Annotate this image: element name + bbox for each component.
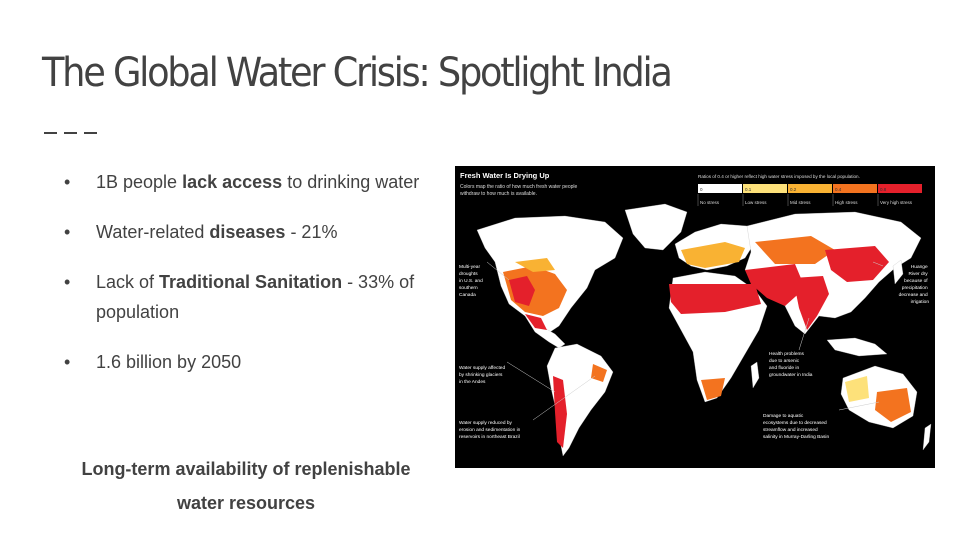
middle-east-stress-region bbox=[745, 264, 805, 306]
bullet-bold: Traditional Sanitation bbox=[159, 272, 343, 292]
bullet-glyph: • bbox=[64, 222, 71, 242]
bullet-text: - 21% bbox=[285, 222, 338, 242]
canada-stress-region bbox=[515, 258, 555, 272]
annotation-leaders bbox=[486, 261, 884, 421]
bullet-text: Lack of bbox=[96, 272, 160, 292]
legend-label: High stress bbox=[835, 200, 858, 205]
bullet-item: • Water-related diseases - 21% bbox=[64, 217, 454, 247]
legend-label: Mid stress bbox=[790, 200, 811, 205]
legend-value: 0.1 bbox=[745, 187, 752, 192]
japan-shape bbox=[892, 259, 904, 285]
bullet-text: - 33% of population bbox=[96, 272, 415, 322]
annotation-huang-river: Huange River dry because of precipitatio… bbox=[899, 264, 930, 305]
annotation-australia: Damage to aquatic ecosystems due to decr… bbox=[763, 413, 829, 440]
greenland-shape bbox=[624, 203, 688, 251]
map-legend: 0 0.1 0.2 0.4 0.8 No stress Low stress M… bbox=[697, 184, 922, 206]
sahara-stress-region bbox=[669, 284, 761, 314]
us-west-stress-region bbox=[509, 276, 535, 306]
china-stress-region bbox=[825, 246, 889, 282]
bullet-glyph: • bbox=[64, 172, 71, 192]
legend-note: Ratios of 0.4 or higher reflect high wat… bbox=[698, 174, 860, 179]
central-asia-stress-region bbox=[755, 236, 835, 264]
bullet-text: to drinking water bbox=[282, 172, 420, 192]
bullet-item: • Lack of Traditional Sanitation - 33% of… bbox=[64, 267, 454, 327]
map-title: Fresh Water Is Drying Up bbox=[460, 171, 550, 180]
bullet-glyph: • bbox=[64, 352, 71, 372]
madagascar-shape bbox=[750, 361, 760, 389]
brazil-stress-region bbox=[591, 364, 607, 382]
stress-overlays bbox=[503, 236, 911, 448]
bullet-item: • 1.6 billion by 2050 bbox=[64, 347, 454, 377]
map-annotations: Multi-year droughts in U.S. and southern… bbox=[459, 264, 929, 440]
world-map-graphic: Fresh Water Is Drying Up Colors map the … bbox=[455, 166, 935, 468]
legend-label: Very high stress bbox=[880, 200, 913, 205]
annotation-india: Health problems due to arsenic and fluor… bbox=[769, 351, 813, 378]
indonesia-shape bbox=[826, 337, 888, 357]
bullet-bold: diseases bbox=[209, 222, 286, 242]
legend-swatch-2 bbox=[788, 184, 832, 193]
bullet-text: 1.6 billion by 2050 bbox=[96, 352, 242, 372]
bullet-item: • 1B people lack access to drinking water bbox=[64, 167, 454, 197]
legend-swatch-3 bbox=[833, 184, 877, 193]
andes-stress-region bbox=[553, 376, 567, 448]
bullet-glyph: • bbox=[64, 272, 71, 292]
legend-value: 0.2 bbox=[790, 187, 797, 192]
map-subtitle-line: withdraw to how much is available. bbox=[460, 191, 537, 197]
bullet-list: • 1B people lack access to drinking water… bbox=[64, 167, 454, 397]
slide-title: The Global Water Crisis: Spotlight India bbox=[42, 50, 673, 96]
map-subtitle-line: Colors map the ratio of how much fresh w… bbox=[460, 184, 577, 190]
annotation-us: Multi-year droughts in U.S. and southern… bbox=[459, 264, 484, 298]
annotation-andes: Water supply affected by shrinking glaci… bbox=[459, 365, 506, 385]
conclusion-text: Long-term availability of replenishable … bbox=[81, 459, 411, 513]
annotation-brazil: Water supply reduced by erosion and sedi… bbox=[459, 420, 522, 440]
legend-swatch-1 bbox=[743, 184, 787, 193]
legend-swatch-4 bbox=[878, 184, 922, 193]
legend-value: 0.8 bbox=[880, 187, 887, 192]
bullet-bold: lack access bbox=[182, 172, 283, 192]
new-zealand-shape bbox=[922, 423, 932, 451]
australia-west-stress-region bbox=[845, 376, 869, 402]
title-underline bbox=[44, 132, 97, 134]
legend-label: No stress bbox=[700, 200, 720, 205]
legend-value: 0.4 bbox=[835, 187, 842, 192]
water-stress-map: Fresh Water Is Drying Up Colors map the … bbox=[455, 166, 935, 468]
australia-stress-region bbox=[875, 388, 911, 422]
mexico-stress-region bbox=[525, 314, 547, 330]
bullet-text: 1B people bbox=[96, 172, 183, 192]
india-stress-region bbox=[793, 276, 829, 330]
legend-label: Low stress bbox=[745, 200, 767, 205]
south-africa-stress-region bbox=[701, 378, 725, 400]
legend-swatch-0 bbox=[698, 184, 742, 193]
legend-value: 0 bbox=[700, 187, 703, 192]
europe-stress-region bbox=[681, 242, 745, 268]
bullet-text: Water-related bbox=[96, 222, 210, 242]
